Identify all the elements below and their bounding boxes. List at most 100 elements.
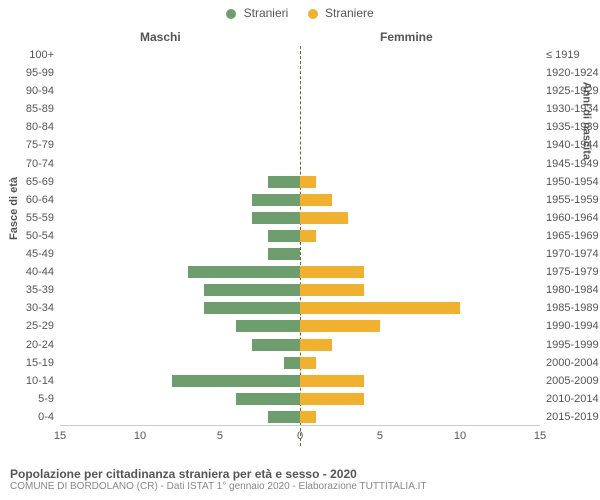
bar-male (252, 194, 300, 206)
y-axis-left-title: Fasce di età (8, 177, 20, 240)
birth-label: 2015-2019 (540, 408, 599, 426)
birth-label: 2010-2014 (540, 390, 599, 408)
legend: Stranieri Straniere (0, 6, 600, 20)
legend-item-female: Straniere (308, 6, 374, 20)
bar-male (268, 248, 300, 260)
pyramid-row: 15-192000-2004 (60, 354, 540, 372)
birth-label: 2005-2009 (540, 372, 599, 390)
age-label: 25-29 (26, 317, 60, 335)
x-tick: 15 (54, 430, 66, 442)
pyramid-row: 40-441975-1979 (60, 263, 540, 281)
age-label: 20-24 (26, 336, 60, 354)
legend-label-male: Stranieri (244, 6, 289, 20)
birth-label: 1935-1939 (540, 118, 599, 136)
x-tick: 15 (534, 430, 546, 442)
legend-label-female: Straniere (325, 6, 374, 20)
x-tick: 5 (217, 430, 223, 442)
bar-female (300, 393, 364, 405)
birth-label: 1930-1934 (540, 100, 599, 118)
birth-label: 1970-1974 (540, 245, 599, 263)
age-label: 80-84 (26, 118, 60, 136)
bar-female (300, 194, 332, 206)
bar-female (300, 284, 364, 296)
age-label: 85-89 (26, 100, 60, 118)
pyramid-row: 25-291990-1994 (60, 317, 540, 335)
birth-label: 1960-1964 (540, 209, 599, 227)
pyramid-row: 55-591960-1964 (60, 209, 540, 227)
birth-label: 1995-1999 (540, 336, 599, 354)
footer: Popolazione per cittadinanza straniera p… (10, 467, 427, 492)
bar-male (172, 375, 300, 387)
x-tick: 5 (377, 430, 383, 442)
pyramid-row: 95-991920-1924 (60, 64, 540, 82)
age-label: 55-59 (26, 209, 60, 227)
age-label: 10-14 (26, 372, 60, 390)
pyramid-row: 45-491970-1974 (60, 245, 540, 263)
pyramid-row: 10-142005-2009 (60, 372, 540, 390)
legend-swatch-male (226, 9, 236, 19)
age-label: 40-44 (26, 263, 60, 281)
birth-label: 1985-1989 (540, 299, 599, 317)
bar-male (188, 266, 300, 278)
birth-label: 1925-1929 (540, 82, 599, 100)
bar-female (300, 212, 348, 224)
birth-label: 1950-1954 (540, 173, 599, 191)
age-label: 0-4 (38, 408, 60, 426)
birth-label: 1980-1984 (540, 281, 599, 299)
pyramid-row: 85-891930-1934 (60, 100, 540, 118)
pyramid-row: 80-841935-1939 (60, 118, 540, 136)
pyramid-row: 75-791940-1944 (60, 136, 540, 154)
bar-male (252, 212, 300, 224)
age-label: 35-39 (26, 281, 60, 299)
pyramid-row: 65-691950-1954 (60, 173, 540, 191)
birth-label: 1965-1969 (540, 227, 599, 245)
birth-label: 1955-1959 (540, 191, 599, 209)
age-label: 95-99 (26, 64, 60, 82)
age-label: 30-34 (26, 299, 60, 317)
section-title-male: Maschi (140, 30, 181, 44)
age-label: 50-54 (26, 227, 60, 245)
age-label: 60-64 (26, 191, 60, 209)
age-label: 75-79 (26, 136, 60, 154)
birth-label: 1945-1949 (540, 155, 599, 173)
age-label: 70-74 (26, 155, 60, 173)
birth-label: ≤ 1919 (540, 46, 580, 64)
x-tick: 10 (134, 430, 146, 442)
x-tick: 10 (454, 430, 466, 442)
x-axis: 15105051015 (60, 425, 540, 446)
bar-male (204, 284, 300, 296)
pyramid-row: 70-741945-1949 (60, 155, 540, 173)
footer-title: Popolazione per cittadinanza straniera p… (10, 467, 427, 481)
pyramid-row: 50-541965-1969 (60, 227, 540, 245)
bar-male (252, 339, 300, 351)
age-label: 100+ (29, 46, 60, 64)
section-title-female: Femmine (380, 30, 433, 44)
footer-subtitle: COMUNE DI BORDOLANO (CR) - Dati ISTAT 1°… (10, 481, 427, 492)
pyramid-row: 5-92010-2014 (60, 390, 540, 408)
x-tick: 0 (297, 430, 303, 442)
bar-female (300, 320, 380, 332)
pyramid-row: 30-341985-1989 (60, 299, 540, 317)
chart-container: Stranieri Straniere Maschi Femmine Fasce… (0, 0, 600, 500)
bar-male (236, 320, 300, 332)
legend-swatch-female (308, 9, 318, 19)
pyramid-row: 35-391980-1984 (60, 281, 540, 299)
bar-male (236, 393, 300, 405)
bar-female (300, 176, 316, 188)
pyramid-row: 100+≤ 1919 (60, 46, 540, 64)
age-label: 5-9 (38, 390, 60, 408)
bar-female (300, 266, 364, 278)
bar-male (268, 230, 300, 242)
pyramid-row: 90-941925-1929 (60, 82, 540, 100)
legend-item-male: Stranieri (226, 6, 288, 20)
birth-label: 1920-1924 (540, 64, 599, 82)
bar-female (300, 357, 316, 369)
bar-female (300, 411, 316, 423)
age-label: 65-69 (26, 173, 60, 191)
bar-female (300, 302, 460, 314)
age-label: 15-19 (26, 354, 60, 372)
bar-female (300, 339, 332, 351)
birth-label: 1990-1994 (540, 317, 599, 335)
bar-male (268, 411, 300, 423)
bar-male (284, 357, 300, 369)
